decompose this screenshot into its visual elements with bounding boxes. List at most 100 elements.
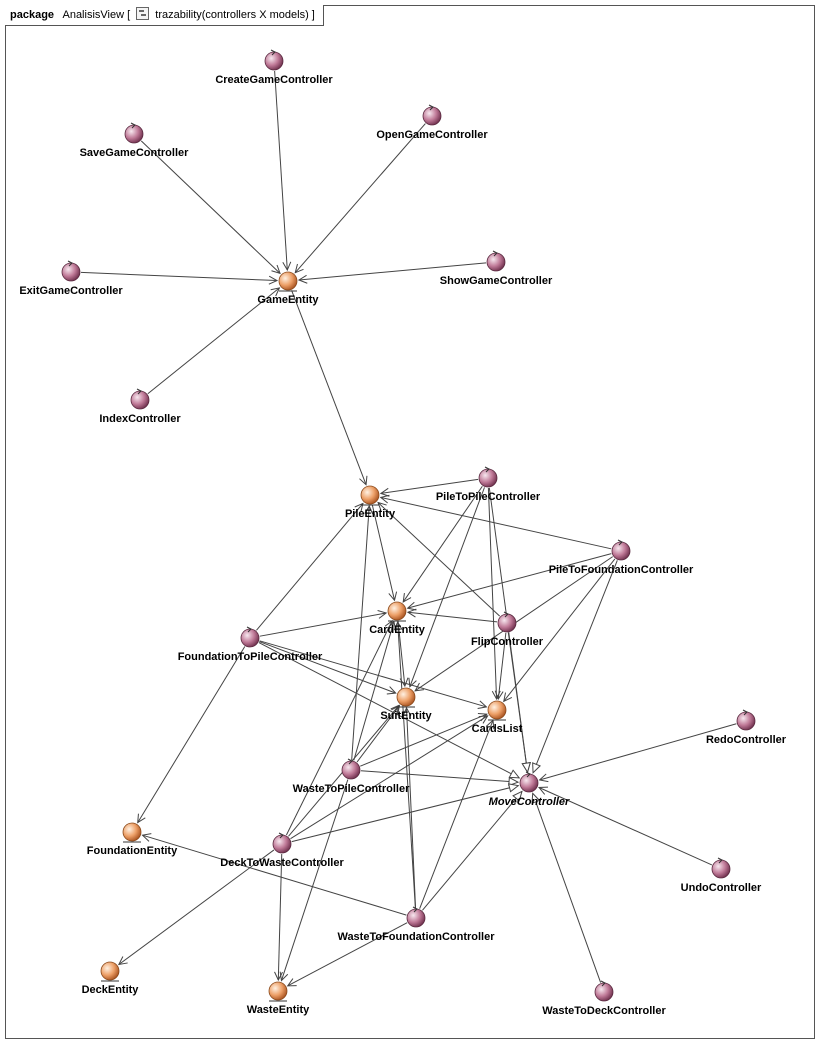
bracket-open: [ xyxy=(127,9,131,21)
node-label: FlipController xyxy=(471,636,544,648)
node-label: WasteToFoundationController xyxy=(337,931,495,943)
control-stereotype-icon xyxy=(519,773,539,793)
generalization-arrowhead xyxy=(532,762,541,774)
edge-DeckToWasteController-to-CardsList xyxy=(290,715,489,840)
association-arrowhead xyxy=(294,263,304,274)
node-WasteToPileController[interactable]: WasteToPileController xyxy=(293,758,410,795)
node-label: PileEntity xyxy=(345,508,396,520)
association-arrowhead xyxy=(270,287,281,297)
control-arrow-icon xyxy=(492,250,498,257)
edge-OpenGameController-to-GameEntity xyxy=(294,123,426,274)
edge-PileToPileController-to-SuitEntity xyxy=(408,487,485,688)
edge-RedoController-to-MoveController xyxy=(538,723,737,783)
control-arrow-icon xyxy=(428,104,434,111)
edge-PileToFoundationController-to-CardsList xyxy=(503,558,616,703)
node-MoveController[interactable]: MoveController xyxy=(489,771,570,808)
association-arrowhead xyxy=(286,978,297,987)
control-arrow-icon xyxy=(246,626,252,633)
node-UndoController[interactable]: UndoController xyxy=(681,857,762,894)
node-FoundationToPileController[interactable]: FoundationToPileController xyxy=(178,626,323,663)
control-arrow-icon xyxy=(347,758,353,765)
association-arrowhead xyxy=(538,773,549,783)
association-arrowhead xyxy=(282,261,292,272)
node-CreateGameController[interactable]: CreateGameController xyxy=(215,49,333,86)
edge-PileToFoundationController-to-PileEntity xyxy=(379,494,612,550)
edge-FlipController-to-MoveController xyxy=(507,632,531,774)
control-stereotype-icon xyxy=(61,262,81,282)
association-arrowhead xyxy=(408,677,417,688)
node-label: UndoController xyxy=(681,882,762,894)
class-diagram-icon xyxy=(136,7,150,20)
control-arrow-icon xyxy=(136,388,142,395)
node-WasteEntity[interactable]: WasteEntity xyxy=(247,981,310,1016)
node-DeckEntity[interactable]: DeckEntity xyxy=(82,961,140,996)
control-arrow-icon xyxy=(67,260,73,267)
node-CardEntity[interactable]: CardEntity xyxy=(369,601,426,636)
control-arrow-icon xyxy=(617,539,623,546)
edge-DeckToWasteController-to-DeckEntity xyxy=(117,849,275,966)
node-FlipController[interactable]: FlipController xyxy=(471,611,544,648)
association-arrowhead xyxy=(386,686,397,695)
node-CardsList[interactable]: CardsList xyxy=(472,700,523,735)
association-arrowhead xyxy=(393,620,403,631)
association-arrowhead xyxy=(364,504,374,515)
association-arrowhead xyxy=(402,592,412,603)
association-arrowhead xyxy=(477,700,488,710)
node-RedoController[interactable]: RedoController xyxy=(706,709,787,746)
diagram-name: trazability(controllers X models) xyxy=(155,9,309,21)
node-GameEntity[interactable]: GameEntity xyxy=(257,271,319,306)
association-arrowhead xyxy=(503,692,513,703)
node-label: PileToPileController xyxy=(436,491,541,503)
node-SaveGameController[interactable]: SaveGameController xyxy=(80,122,190,159)
control-stereotype-icon xyxy=(341,760,361,780)
edge-PileToPileController-to-CardsList xyxy=(487,487,501,701)
node-FoundationEntity[interactable]: FoundationEntity xyxy=(87,822,178,857)
package-tab: package AnalisisView [ trazability(contr… xyxy=(5,5,324,26)
node-PileEntity[interactable]: PileEntity xyxy=(345,485,396,520)
entity-stereotype-icon xyxy=(268,981,288,1001)
node-DeckToWasteController[interactable]: DeckToWasteController xyxy=(220,832,344,869)
association-arrowhead xyxy=(414,682,425,692)
node-PileToFoundationController[interactable]: PileToFoundationController xyxy=(549,539,694,576)
node-label: DeckToWasteController xyxy=(220,857,344,869)
node-label: GameEntity xyxy=(257,294,319,306)
association-arrowhead xyxy=(137,813,146,824)
node-label: MoveController xyxy=(489,796,570,808)
node-label: IndexController xyxy=(99,413,181,425)
node-PileToPileController[interactable]: PileToPileController xyxy=(436,466,541,503)
association-arrowhead xyxy=(354,502,364,513)
control-stereotype-icon xyxy=(130,390,150,410)
node-OpenGameController[interactable]: OpenGameController xyxy=(376,104,488,141)
node-IndexController[interactable]: IndexController xyxy=(99,388,181,425)
association-arrowhead xyxy=(388,591,398,602)
nodes-layer: CreateGameController SaveGameController Op… xyxy=(19,49,787,1017)
control-stereotype-icon xyxy=(272,834,292,854)
edge-CreateGameController-to-GameEntity xyxy=(274,70,292,272)
edge-FoundationToPileController-to-CardsList xyxy=(259,640,488,710)
association-arrowhead xyxy=(359,475,368,486)
node-label: ShowGameController xyxy=(440,275,553,287)
association-arrowhead xyxy=(402,706,412,717)
control-stereotype-icon xyxy=(711,859,731,879)
edge-FlipController-to-CardsList xyxy=(494,632,507,701)
edge-WasteToDeckController-to-MoveController xyxy=(531,792,602,983)
control-stereotype-icon xyxy=(486,252,506,272)
node-WasteToFoundationController[interactable]: WasteToFoundationController xyxy=(337,906,495,943)
edge-WasteToFoundationController-to-CardEntity xyxy=(393,620,416,909)
generalization-arrowhead xyxy=(507,783,520,793)
edge-FoundationToPileController-to-CardEntity xyxy=(259,610,388,637)
node-label: SaveGameController xyxy=(80,147,190,159)
association-arrowhead xyxy=(279,971,289,982)
edge-PileToPileController-to-PileEntity xyxy=(379,478,479,497)
entity-stereotype-icon xyxy=(387,601,407,621)
association-arrowhead xyxy=(494,690,504,701)
node-SuitEntity[interactable]: SuitEntity xyxy=(380,687,433,722)
control-arrow-icon xyxy=(130,122,136,129)
node-WasteToDeckController[interactable]: WasteToDeckController xyxy=(542,980,666,1017)
edge-WasteToPileController-to-PileEntity xyxy=(351,504,374,761)
edge-DeckToWasteController-to-WasteEntity xyxy=(274,853,283,982)
node-ShowGameController[interactable]: ShowGameController xyxy=(440,250,553,287)
edge-WasteToFoundationController-to-CardsList xyxy=(419,719,495,909)
association-arrowhead xyxy=(141,833,152,842)
node-ExitGameController[interactable]: ExitGameController xyxy=(19,260,123,297)
